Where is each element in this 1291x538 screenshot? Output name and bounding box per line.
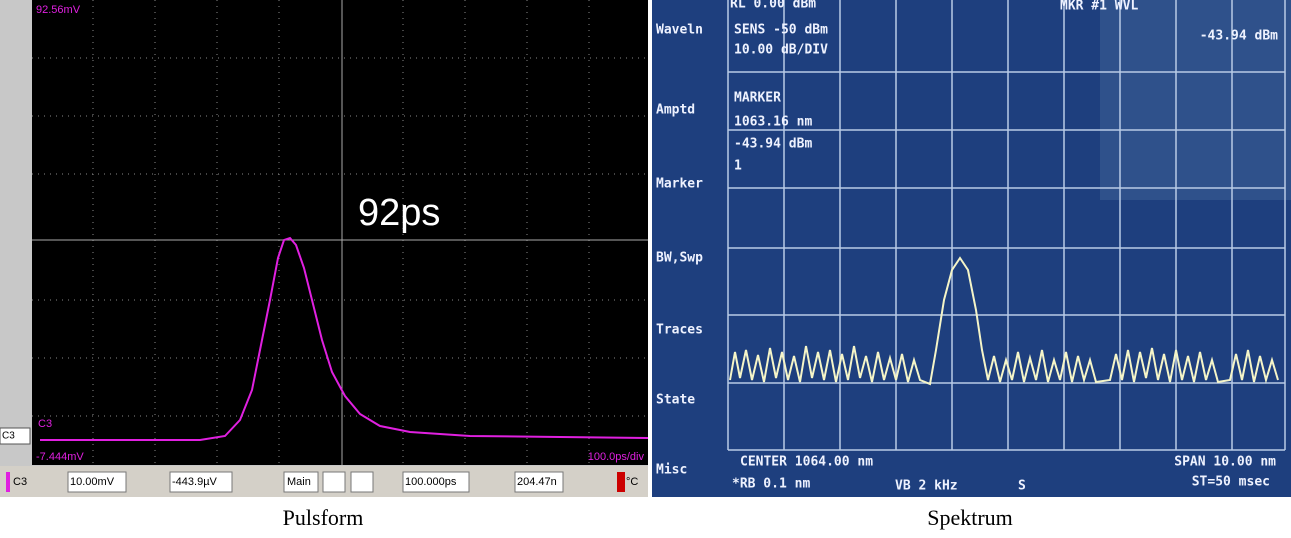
scope-bottom-level: -7.444mV: [36, 451, 84, 463]
time-div[interactable]: 100.000ps: [405, 476, 457, 488]
offset[interactable]: -443.9µV: [172, 476, 218, 488]
span: SPAN 10.00 nm: [1174, 455, 1276, 470]
volts-div[interactable]: 10.00mV: [70, 476, 115, 488]
marker-header: MKR #1 WVL: [1060, 0, 1138, 14]
caption: Pulsform: [283, 505, 364, 530]
marker-box-line: 1063.16 nm: [734, 115, 812, 130]
delay[interactable]: 204.47n: [517, 476, 557, 488]
menu-item[interactable]: Marker: [656, 177, 703, 192]
menu-item[interactable]: Amptd: [656, 103, 695, 118]
pulse-width-annotation: 92ps: [358, 192, 440, 234]
menu-item[interactable]: Traces: [656, 323, 703, 338]
marker-box-line: MARKER: [734, 91, 781, 106]
sweep-flag: S: [1018, 479, 1026, 494]
marker-level-top: -43.94 dBm: [1200, 29, 1278, 44]
scope-top-level: 92.56mV: [36, 4, 81, 16]
ref-level: RL 0.00 dBm: [730, 0, 816, 12]
sweep-time: ST=50 msec: [1192, 475, 1270, 490]
marker-box-line: -43.94 dBm: [734, 137, 812, 152]
toolbar-channel[interactable]: C3: [13, 476, 27, 488]
scope-toolbar: C3 10.00mV -443.9µV Main 100.000ps 204.4…: [0, 466, 648, 497]
temp[interactable]: °C: [626, 476, 638, 488]
timebase-label: 100.0ps/div: [588, 451, 645, 463]
menu-item[interactable]: Misc: [656, 463, 687, 478]
scale: 10.00 dB/DIV: [734, 43, 828, 58]
caption: Spektrum: [927, 505, 1013, 530]
marker-box-line: 1: [734, 159, 742, 174]
spectrum-panel: RL 0.00 dBm MKR #1 WVL -43.94 dBm SENS -…: [652, 0, 1291, 497]
menu-item[interactable]: Waveln: [656, 23, 703, 38]
sens: SENS -50 dBm: [734, 23, 828, 38]
scope-panel: 92.56mV 92ps C3 C3 -7.444mV 100.0ps/div …: [0, 0, 648, 497]
menu-item[interactable]: BW,Swp: [656, 251, 703, 266]
resolution-bw: *RB 0.1 nm: [732, 477, 810, 492]
video-bw: VB 2 kHz: [895, 479, 958, 494]
figure: 92.56mV 92ps C3 C3 -7.444mV 100.0ps/div …: [0, 0, 1291, 533]
channel-marker: C3: [2, 431, 15, 442]
menu-item[interactable]: State: [656, 393, 695, 408]
channel-tag: C3: [38, 418, 52, 430]
mode[interactable]: Main: [287, 476, 311, 488]
page: 92.56mV 92ps C3 C3 -7.444mV 100.0ps/div …: [0, 0, 1291, 533]
center: CENTER 1064.00 nm: [740, 455, 873, 470]
